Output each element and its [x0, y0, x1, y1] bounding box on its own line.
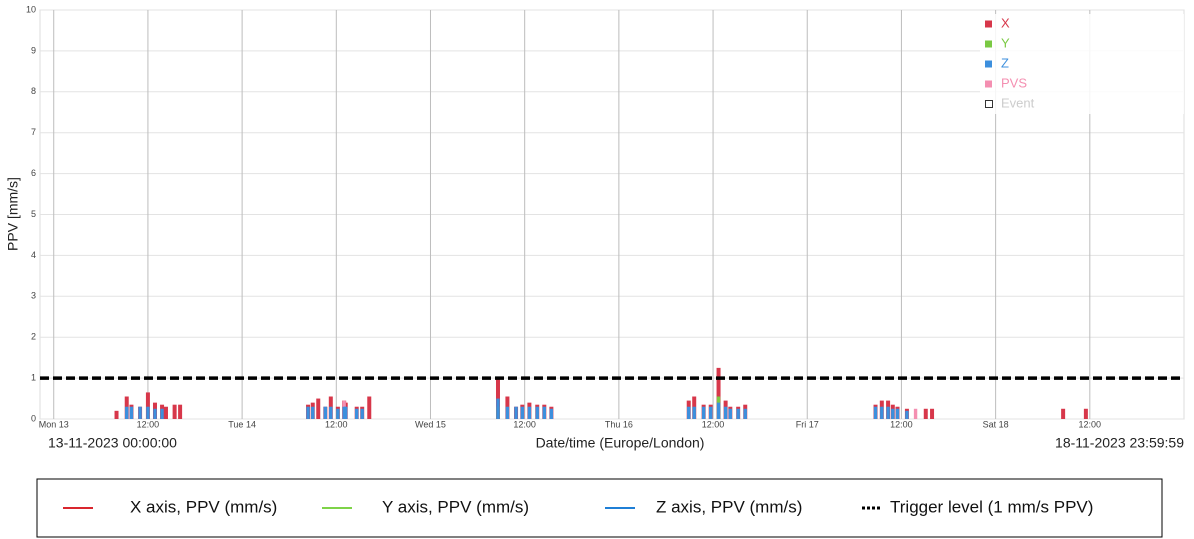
bar — [311, 406, 315, 419]
y-tick-label: 8 — [31, 86, 36, 96]
legend-label: Z axis, PPV (mm/s) — [656, 497, 802, 516]
bar — [153, 408, 157, 419]
bar — [895, 408, 900, 419]
bar — [496, 398, 500, 419]
bar — [687, 406, 691, 419]
y-tick-label: 2 — [31, 332, 36, 342]
range-start: 13-11-2023 00:00:00 — [48, 435, 177, 451]
bar — [160, 408, 164, 419]
x-tick-label: Fri 17 — [796, 419, 819, 429]
y-tick-label: 9 — [31, 45, 36, 55]
bar — [163, 406, 168, 419]
bar — [145, 392, 150, 419]
bar — [716, 367, 721, 419]
bar — [505, 406, 510, 419]
bar — [1083, 408, 1088, 419]
bar — [178, 404, 183, 419]
legend-label: Z — [1001, 55, 1009, 70]
bar — [905, 410, 909, 419]
bar — [520, 406, 525, 419]
y-tick-label: 4 — [31, 250, 36, 260]
x-tick-label: 12:00 — [137, 419, 160, 429]
legend-box — [36, 478, 1163, 538]
bar — [913, 408, 918, 419]
legend-label: Trigger level (1 mm/s PPV) — [890, 497, 1093, 516]
x-tick-label: Mon 13 — [39, 419, 69, 429]
legend-label: Y — [1001, 35, 1010, 50]
bar — [891, 408, 895, 419]
bar — [709, 406, 713, 419]
y-tick-label: 6 — [31, 168, 36, 178]
y-tick-label: 10 — [26, 4, 36, 14]
range-end: 18-11-2023 23:59:59 — [1055, 435, 1184, 451]
x-tick-label: Sat 18 — [983, 419, 1009, 429]
bar — [716, 402, 721, 419]
legend-marker — [985, 20, 992, 28]
legend-label: PVS — [1001, 75, 1027, 90]
bar — [923, 408, 928, 419]
x-tick-label: Wed 15 — [415, 419, 446, 429]
bar — [549, 408, 554, 419]
legend-label: Y axis, PPV (mm/s) — [382, 497, 529, 516]
legend-marker — [985, 80, 992, 88]
bar — [743, 408, 747, 419]
bar — [930, 408, 935, 419]
y-tick-label: 0 — [31, 413, 36, 423]
x-tick-label: 12:00 — [1079, 419, 1102, 429]
x-tick-label: Tue 14 — [228, 419, 256, 429]
x-tick-label: 12:00 — [702, 419, 725, 429]
bar — [873, 406, 878, 419]
bar — [880, 406, 884, 419]
bar — [329, 406, 333, 419]
legend-label: X axis, PPV (mm/s) — [130, 497, 277, 516]
bar — [344, 406, 348, 419]
bar — [306, 406, 310, 419]
bar — [129, 406, 134, 419]
y-tick-label: 1 — [31, 372, 36, 382]
bar — [1061, 408, 1066, 419]
legend-bg — [980, 14, 1184, 114]
bar — [514, 406, 518, 419]
bar — [316, 398, 321, 419]
bar — [172, 404, 177, 419]
bar — [114, 410, 119, 419]
bar — [355, 408, 359, 419]
bar — [527, 406, 532, 419]
bar — [542, 406, 547, 419]
x-tick-label: 12:00 — [890, 419, 913, 429]
bar — [701, 406, 706, 419]
bar — [138, 406, 142, 419]
x-tick-label: 12:00 — [513, 419, 536, 429]
x-tick-label: Thu 16 — [605, 419, 633, 429]
bar — [736, 408, 740, 419]
bar — [336, 408, 340, 419]
x-axis-label: Date/time (Europe/London) — [536, 435, 705, 451]
bar — [323, 406, 328, 419]
y-tick-label: 3 — [31, 291, 36, 301]
bar — [692, 406, 696, 419]
bar — [367, 396, 372, 419]
bar — [886, 406, 890, 419]
bar — [146, 406, 150, 419]
legend-label: Event — [1001, 95, 1035, 110]
y-tick-label: 5 — [31, 209, 36, 219]
legend-marker — [985, 60, 992, 68]
bar — [535, 406, 539, 419]
bar — [360, 408, 364, 419]
legend-label: X — [1001, 15, 1010, 30]
y-axis-label: PPV [mm/s] — [5, 177, 21, 251]
bar — [723, 406, 728, 419]
bar — [125, 406, 129, 419]
bar — [728, 408, 733, 419]
legend-marker — [985, 100, 993, 108]
legend-marker — [985, 40, 992, 48]
y-tick-label: 7 — [31, 127, 36, 137]
x-tick-label: 12:00 — [325, 419, 348, 429]
